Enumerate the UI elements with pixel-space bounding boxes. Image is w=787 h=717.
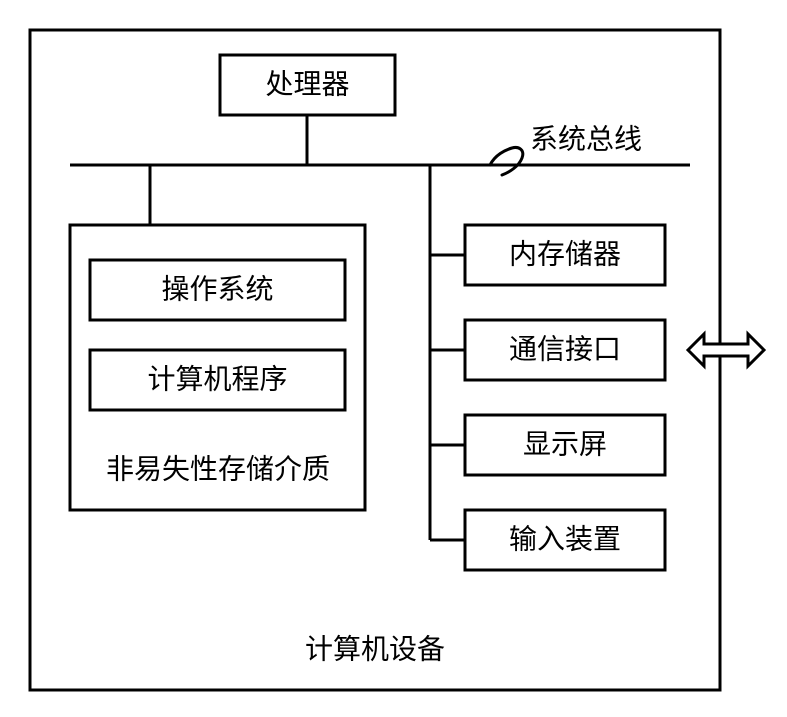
display-label: 显示屏 [523, 430, 607, 461]
memory-label: 内存储器 [509, 239, 621, 271]
program-label: 计算机程序 [147, 364, 287, 396]
processor-label: 处理器 [265, 69, 349, 101]
double-arrow-shaft-fill [702, 346, 751, 355]
device-caption: 计算机设备 [305, 634, 445, 666]
os-label: 操作系统 [161, 274, 273, 306]
comm-label: 通信接口 [509, 334, 621, 366]
input-label: 输入装置 [509, 524, 621, 556]
bus-label: 系统总线 [530, 124, 642, 156]
storage-caption: 非易失性存储介质 [106, 454, 330, 486]
